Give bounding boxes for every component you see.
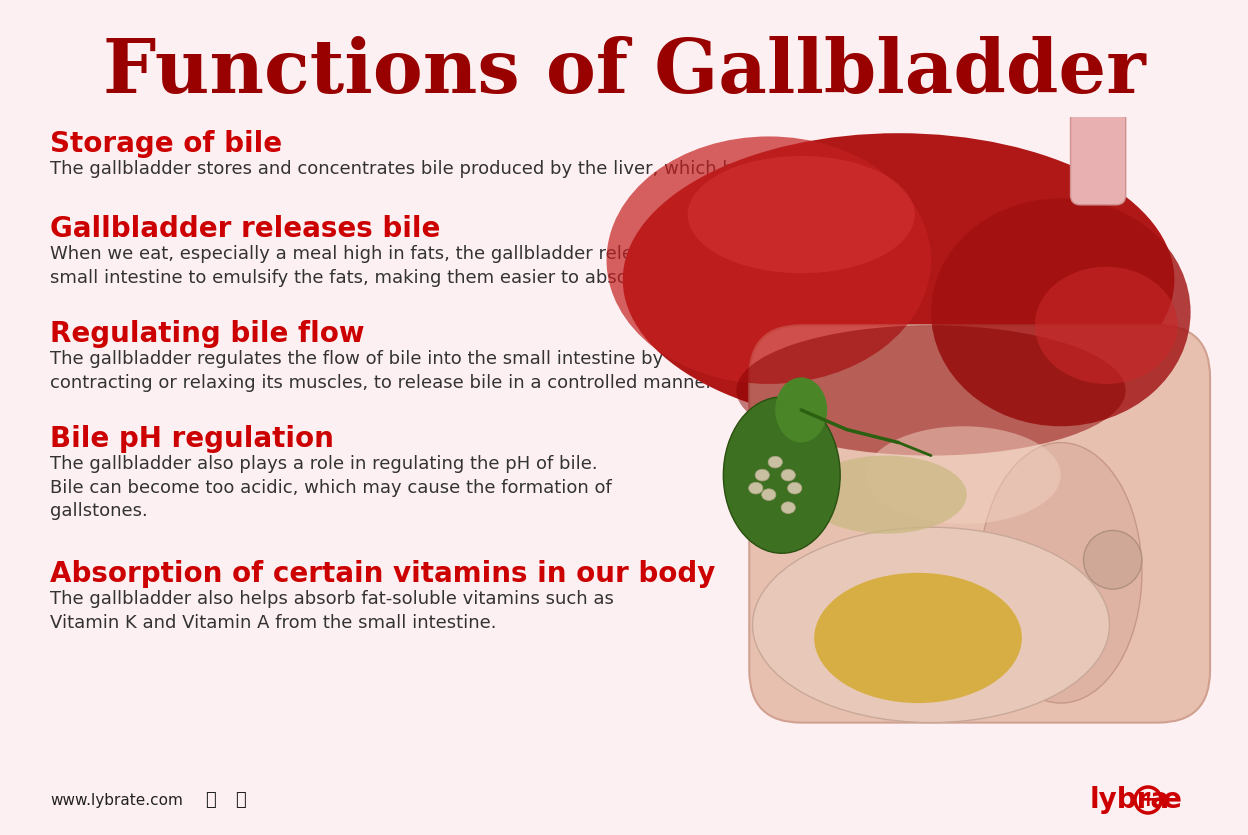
- Ellipse shape: [724, 397, 840, 554]
- Ellipse shape: [755, 469, 770, 481]
- Text: www.lybrate.com: www.lybrate.com: [50, 792, 183, 807]
- Ellipse shape: [787, 483, 802, 494]
- Text: When we eat, especially a meal high in fats, the gallbladder releases bile into : When we eat, especially a meal high in f…: [50, 245, 789, 286]
- Text: The gallbladder also plays a role in regulating the pH of bile.
Bile can become : The gallbladder also plays a role in reg…: [50, 455, 612, 520]
- FancyBboxPatch shape: [1071, 88, 1126, 205]
- Ellipse shape: [753, 527, 1109, 722]
- Text: lybra: lybra: [1090, 786, 1171, 814]
- Ellipse shape: [814, 573, 1022, 703]
- Ellipse shape: [805, 456, 967, 534]
- Text: : : [235, 791, 246, 809]
- Text: Gallbladder releases bile: Gallbladder releases bile: [50, 215, 441, 243]
- Text: The gallbladder also helps absorb fat-soluble vitamins such as
Vitamin K and Vit: The gallbladder also helps absorb fat-so…: [50, 590, 614, 631]
- Ellipse shape: [768, 456, 782, 468]
- Ellipse shape: [736, 326, 1126, 456]
- Ellipse shape: [1035, 266, 1178, 384]
- Ellipse shape: [688, 156, 915, 273]
- Ellipse shape: [775, 377, 827, 443]
- Text: Functions of Gallbladder: Functions of Gallbladder: [102, 36, 1146, 109]
- Text: ⬛: ⬛: [205, 791, 216, 809]
- Ellipse shape: [866, 426, 1061, 524]
- Ellipse shape: [623, 133, 1174, 426]
- Ellipse shape: [749, 483, 763, 494]
- Text: Regulating bile flow: Regulating bile flow: [50, 320, 364, 348]
- Ellipse shape: [781, 469, 795, 481]
- Text: The gallbladder stores and concentrates bile produced by the liver, which helps : The gallbladder stores and concentrates …: [50, 160, 1018, 178]
- Text: Absorption of certain vitamins in our body: Absorption of certain vitamins in our bo…: [50, 560, 715, 588]
- Text: Bile pH regulation: Bile pH regulation: [50, 425, 334, 453]
- Ellipse shape: [980, 443, 1142, 703]
- Ellipse shape: [931, 199, 1191, 426]
- Text: e: e: [1163, 786, 1182, 814]
- Text: Storage of bile: Storage of bile: [50, 130, 282, 158]
- Text: The gallbladder regulates the flow of bile into the small intestine by
contracti: The gallbladder regulates the flow of bi…: [50, 350, 718, 392]
- Ellipse shape: [781, 502, 795, 514]
- Ellipse shape: [607, 136, 931, 384]
- Text: +: +: [1138, 790, 1157, 810]
- Ellipse shape: [761, 488, 776, 500]
- Ellipse shape: [1083, 530, 1142, 590]
- FancyBboxPatch shape: [749, 326, 1211, 722]
